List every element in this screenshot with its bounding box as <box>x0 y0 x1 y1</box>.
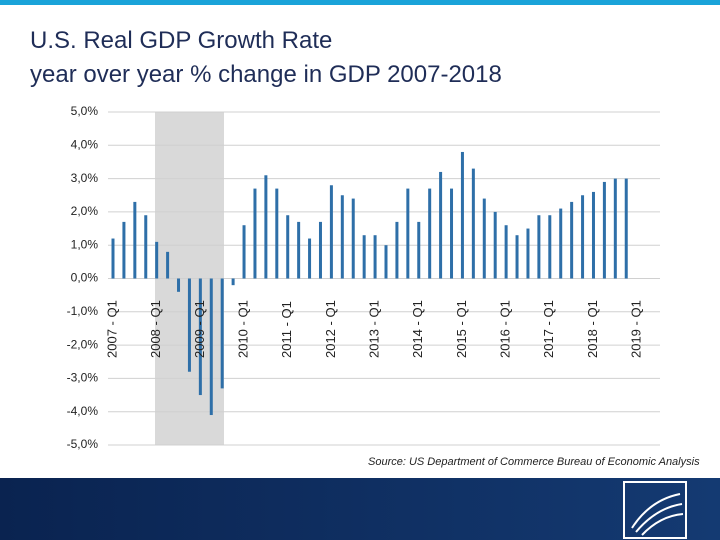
bar <box>177 278 181 292</box>
bar <box>198 278 202 396</box>
x-tick-label: 2015 - Q1 <box>454 300 469 358</box>
y-tick-label: -1,0% <box>67 304 99 318</box>
bar <box>570 201 574 279</box>
bar <box>111 238 115 279</box>
bar <box>122 221 126 279</box>
bar <box>439 171 443 279</box>
bar <box>166 251 170 279</box>
x-tick-label: 2012 - Q1 <box>323 300 338 358</box>
bar <box>526 228 530 279</box>
bar <box>340 195 344 279</box>
bar <box>242 225 246 279</box>
y-tick-label: -5,0% <box>67 437 99 451</box>
bar <box>318 221 322 279</box>
bar <box>537 215 541 279</box>
bar <box>548 215 552 279</box>
bar <box>264 175 268 279</box>
bar <box>297 221 301 279</box>
bar <box>362 235 366 279</box>
x-tick-label: 2019 - Q1 <box>629 300 644 358</box>
chart-subtitle: year over year % change in GDP 2007-2018 <box>30 61 502 88</box>
x-tick-label: 2008 - Q1 <box>148 300 163 358</box>
bar <box>406 188 410 279</box>
bar <box>373 235 377 279</box>
bar <box>253 188 257 279</box>
bar <box>493 211 497 279</box>
bar <box>591 191 595 279</box>
x-tick-label: 2009 - Q1 <box>192 300 207 358</box>
bar <box>471 168 475 279</box>
bar <box>384 245 388 279</box>
bar <box>155 241 159 279</box>
bar <box>275 188 279 279</box>
x-tick-label: 2016 - Q1 <box>498 300 513 358</box>
bar <box>144 215 148 279</box>
y-tick-label: -4,0% <box>67 404 99 418</box>
bar <box>286 215 290 279</box>
bar <box>417 221 421 279</box>
y-tick-label: 3,0% <box>71 171 99 185</box>
y-tick-label: -2,0% <box>67 337 99 351</box>
top-bar <box>0 0 720 5</box>
y-tick-label: 2,0% <box>71 204 99 218</box>
bar <box>581 195 585 279</box>
bar <box>602 181 606 279</box>
chart-title: U.S. Real GDP Growth Rate <box>30 27 332 54</box>
bar <box>220 278 224 389</box>
y-tick-label: 5,0% <box>71 104 99 118</box>
bar <box>351 198 355 279</box>
bar <box>395 221 399 279</box>
bar <box>460 151 464 279</box>
bar <box>504 225 508 279</box>
bar <box>308 238 312 279</box>
y-tick-label: 4,0% <box>71 137 99 151</box>
x-tick-label: 2013 - Q1 <box>367 300 382 358</box>
footer-band <box>0 478 720 540</box>
x-tick-label: 2011 - Q1 <box>279 301 294 358</box>
bar <box>482 198 486 279</box>
y-tick-label: -3,0% <box>67 371 99 385</box>
bar <box>329 185 333 279</box>
bar <box>515 235 519 279</box>
bar <box>624 178 628 279</box>
bar <box>133 201 137 279</box>
x-tick-label: 2017 - Q1 <box>541 300 556 358</box>
bar <box>613 178 617 279</box>
y-tick-label: 1,0% <box>71 237 99 251</box>
x-tick-label: 2018 - Q1 <box>585 300 600 358</box>
bar <box>209 278 213 416</box>
y-tick-label: 0,0% <box>71 271 99 285</box>
x-tick-label: 2014 - Q1 <box>410 300 425 358</box>
logo <box>623 481 687 539</box>
bar <box>450 188 454 279</box>
bar <box>187 278 191 372</box>
source-note: Source: US Department of Commerce Bureau… <box>368 456 700 468</box>
x-tick-label: 2010 - Q1 <box>235 300 250 358</box>
x-tick-label: 2007 - Q1 <box>104 300 119 358</box>
bar <box>428 188 432 279</box>
bar <box>559 208 563 279</box>
bar <box>231 278 235 286</box>
